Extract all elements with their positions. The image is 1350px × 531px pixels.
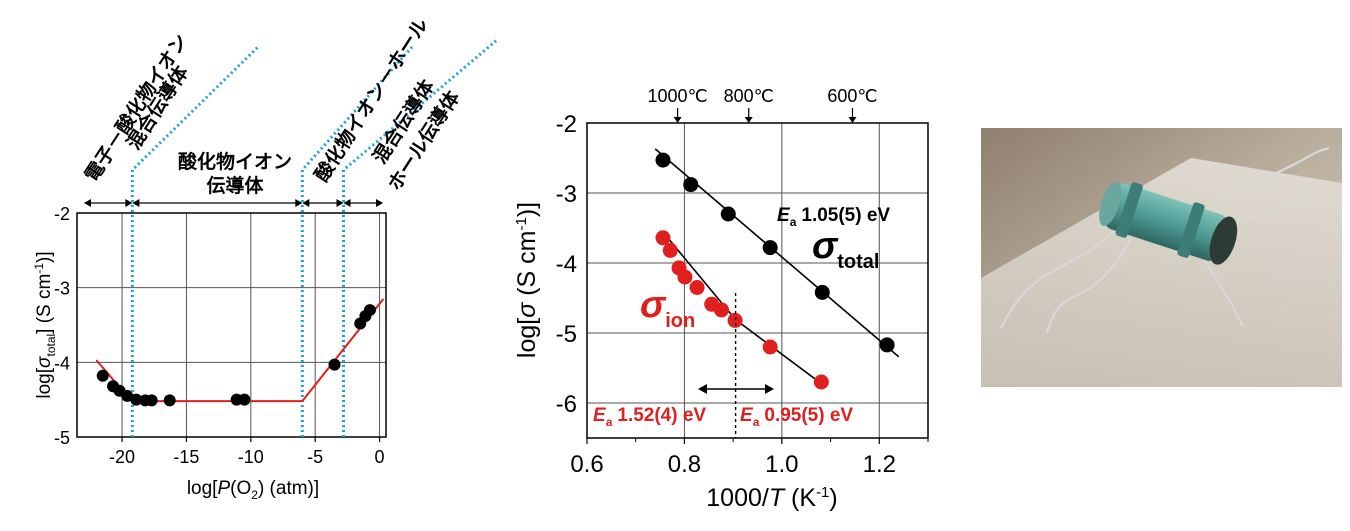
left-x-tick-label: -10 xyxy=(238,447,264,467)
right-data-point-ion xyxy=(662,242,678,258)
left-chart-boundaries xyxy=(130,38,498,437)
right-data-point-ion xyxy=(727,312,743,328)
left-data-point xyxy=(121,389,134,402)
temperature-tick-arrowhead xyxy=(673,117,682,123)
right-chart-ticks: 0.6 0.8 1.0 1.2 -2 -3 -4 -5 -6 xyxy=(556,111,929,478)
right-data-point-total xyxy=(762,240,778,256)
left-region-arrowhead xyxy=(132,199,140,207)
right-x-tick-label: 0.8 xyxy=(668,451,701,478)
left-x-tick-label: -15 xyxy=(173,447,199,467)
left-x-tick-label: 0 xyxy=(375,447,385,467)
left-chart-ticks: -20 -15 -10 -5 0 -2 -3 -4 -5 xyxy=(54,204,385,467)
right-data-point-ion xyxy=(762,339,778,355)
temperature-tick-label: 1000℃ xyxy=(647,86,707,106)
left-y-tick-label: -5 xyxy=(54,428,70,448)
left-region-boundary xyxy=(130,45,260,437)
left-chart-y-axis-label: log[σtotal] (S cm-1)] xyxy=(32,251,58,398)
right-y-tick-label: -2 xyxy=(556,111,577,138)
left-region-label: 伝導体 xyxy=(206,174,264,197)
range-arrowhead xyxy=(765,384,774,394)
right-chart: 0.6 0.8 1.0 1.2 -2 -3 -4 -5 -6 1000℃ 800℃ 600℃ Ea 1… xyxy=(513,86,929,512)
left-data-point xyxy=(130,393,143,406)
right-data-point-ion xyxy=(655,230,671,246)
right-y-tick-label: -6 xyxy=(556,391,577,418)
left-chart-frame xyxy=(76,212,387,438)
photo-wires xyxy=(1000,146,1330,334)
left-data-point xyxy=(145,394,158,407)
right-data-point-total xyxy=(655,152,671,168)
left-data-point xyxy=(163,394,176,407)
left-region-boundary xyxy=(300,46,414,437)
photo-board xyxy=(981,158,1342,387)
left-chart-grid xyxy=(77,213,386,437)
right-chart-y-axis-label: log[σ (S cm-1)] xyxy=(513,202,541,358)
right-data-point-total xyxy=(683,177,699,193)
left-data-point xyxy=(363,304,376,317)
temperature-tick-label: 800℃ xyxy=(724,86,774,106)
left-region-label: 酸化物イオン xyxy=(178,150,292,173)
left-data-point xyxy=(328,358,341,371)
left-region-arrowhead xyxy=(84,199,91,207)
right-x-tick-label: 1.0 xyxy=(765,451,798,478)
right-chart-temperature-axis: 1000℃ 800℃ 600℃ xyxy=(647,86,878,123)
left-y-tick-label: -3 xyxy=(54,279,70,299)
left-data-point xyxy=(238,393,251,406)
right-data-point-ion xyxy=(813,374,829,390)
left-fit-line xyxy=(95,298,385,403)
right-chart-x-axis-label: 1000/T (K-1) xyxy=(706,484,837,512)
range-arrowhead xyxy=(698,384,707,394)
right-chart-annotations: Ea 1.05(5) eV Ea 1.52(4) eV Ea 0.95(5) eV σtot… xyxy=(593,205,890,438)
left-y-tick-label: -4 xyxy=(54,353,70,373)
left-data-point xyxy=(96,369,109,382)
right-chart-frame xyxy=(586,122,929,439)
left-chart-fit xyxy=(95,298,385,403)
sample-photo xyxy=(981,128,1342,387)
temperature-tick-arrowhead xyxy=(744,117,753,123)
right-data-point-total xyxy=(720,206,736,222)
ea-ion-low-label: Ea 1.52(4) eV xyxy=(593,405,706,429)
right-data-point-total xyxy=(879,337,895,353)
left-chart-region-labels: 電子－酸化物イオン混合伝導体酸化物イオン伝導体酸化物イオン－ホール混合伝導体ホー… xyxy=(80,14,465,197)
left-region-label: 電子－酸化物イオン xyxy=(80,30,192,186)
right-x-tick-label: 0.6 xyxy=(570,451,603,478)
right-y-tick-label: -3 xyxy=(556,181,577,208)
photo-sample-rod xyxy=(1099,181,1238,265)
temperature-tick-label: 600℃ xyxy=(827,86,877,106)
right-chart-grid xyxy=(587,123,928,438)
temperature-tick-arrowhead xyxy=(848,117,857,123)
right-data-point-ion xyxy=(677,269,693,285)
right-y-tick-label: -5 xyxy=(556,321,577,348)
ea-ion-high-label: Ea 0.95(5) eV xyxy=(740,405,853,429)
left-x-tick-label: -5 xyxy=(307,447,323,467)
left-region-arrowhead xyxy=(125,199,133,207)
left-chart: -20 -15 -10 -5 0 -2 -3 -4 -5 電子－酸化物イオン混合伝導体酸化物イオ… xyxy=(32,14,498,502)
sigma-total-label: σtotal xyxy=(812,225,879,273)
left-x-tick-label: -20 xyxy=(109,447,135,467)
left-region-arrowhead xyxy=(295,199,303,207)
left-chart-points xyxy=(96,304,376,407)
left-region-arrowhead xyxy=(302,199,310,207)
right-y-tick-label: -4 xyxy=(556,251,577,278)
right-data-point-ion xyxy=(713,302,729,318)
right-chart-points xyxy=(655,152,895,390)
left-y-tick-label: -2 xyxy=(54,204,70,224)
left-region-arrowhead xyxy=(343,199,351,207)
ea-total-label: Ea 1.05(5) eV xyxy=(777,205,890,229)
right-data-point-total xyxy=(814,284,830,300)
right-data-point-ion xyxy=(689,280,705,295)
left-region-arrowhead xyxy=(336,199,344,207)
sigma-ion-label: σion xyxy=(640,284,695,332)
left-region-arrowhead xyxy=(376,199,383,207)
right-x-tick-label: 1.2 xyxy=(863,451,896,478)
left-region-boundary xyxy=(342,38,498,437)
left-chart-x-axis-label: log[P(O2) (atm)] xyxy=(187,478,319,502)
left-chart-region-arrows xyxy=(84,199,383,207)
